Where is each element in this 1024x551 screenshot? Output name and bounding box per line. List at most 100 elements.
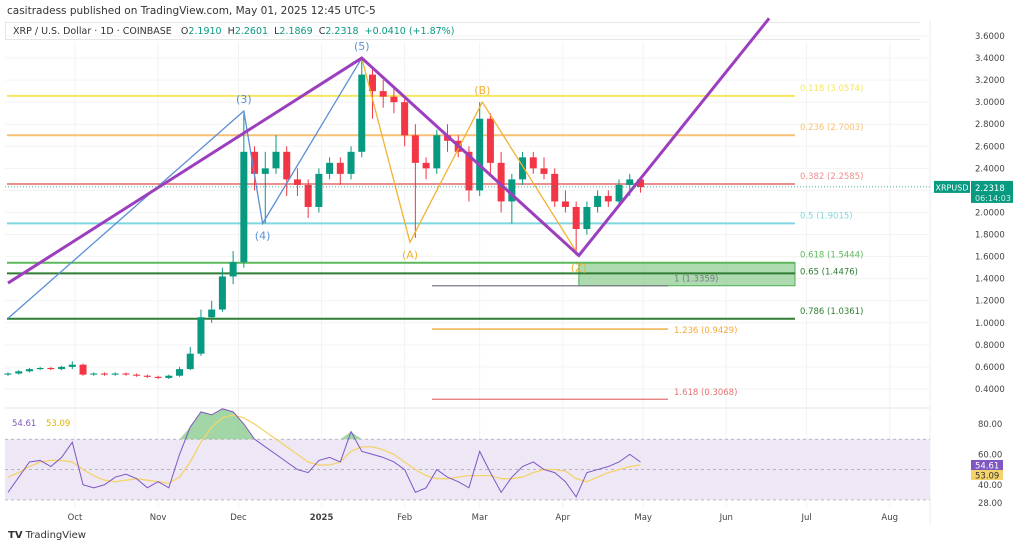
candle-body bbox=[261, 168, 269, 174]
candle-body bbox=[100, 373, 108, 375]
candle-body bbox=[283, 151, 291, 180]
time-tick-label: Jun bbox=[719, 513, 733, 523]
candle-body bbox=[15, 371, 23, 374]
rsi-value-label: 54.61 bbox=[12, 419, 36, 429]
price-tick-label: 2.8000 bbox=[975, 120, 1005, 130]
candle-body bbox=[594, 195, 602, 207]
price-tick-label: 3.4000 bbox=[975, 54, 1005, 64]
countdown-value: 06:14:03 bbox=[975, 194, 1011, 203]
open-label: O bbox=[180, 26, 189, 37]
candle-body bbox=[401, 102, 409, 136]
candle-body bbox=[229, 262, 237, 277]
candle-body bbox=[508, 179, 516, 202]
candle-body bbox=[368, 74, 376, 92]
time-tick-label: May bbox=[634, 513, 652, 523]
low-value: 2.1869 bbox=[279, 26, 313, 37]
rsi-ma-badge bbox=[971, 470, 1003, 480]
rsi-ma-line bbox=[7, 414, 641, 484]
purple-trend-path bbox=[7, 17, 771, 285]
price-tick-label: 0.4000 bbox=[975, 385, 1005, 395]
wave-label: (B) bbox=[474, 84, 490, 97]
time-tick-label: Jul bbox=[801, 513, 812, 523]
price-tick-label: 2.4000 bbox=[975, 164, 1005, 174]
fib-level-label: 0.236 (2.7003) bbox=[800, 123, 863, 133]
candle-body bbox=[626, 179, 634, 185]
tv-logo-icon: TV bbox=[8, 530, 23, 541]
candle-body bbox=[636, 179, 644, 188]
change-value: +0.0410 (+1.87%) bbox=[364, 26, 455, 37]
price-tick-label: 1.8000 bbox=[975, 231, 1005, 241]
symbol-legend: XRP / U.S. Dollar · 1D · COINBASE O2.191… bbox=[5, 22, 920, 40]
open-value: 2.1910 bbox=[188, 26, 222, 37]
time-tick-label: Dec bbox=[230, 513, 247, 523]
low-label: L bbox=[274, 26, 280, 37]
rsi-tick-label: 40.00 bbox=[978, 481, 1002, 491]
price-tick-label: 2.6000 bbox=[975, 142, 1005, 152]
time-tick-label: Aug bbox=[881, 513, 898, 523]
price-tick-label: 1.0000 bbox=[975, 319, 1005, 329]
time-tick-label: Oct bbox=[68, 513, 83, 523]
last-price-badge bbox=[971, 180, 1013, 203]
tradingview-logo[interactable]: TV TradingView bbox=[8, 530, 86, 541]
candle-body bbox=[293, 179, 301, 185]
candle-body bbox=[315, 173, 323, 207]
candle-body bbox=[240, 151, 248, 263]
fib-level-label: 0.118 (3.0574) bbox=[800, 84, 863, 94]
candle-body bbox=[197, 317, 205, 354]
orange-wave-line bbox=[361, 57, 580, 256]
candle-body bbox=[47, 368, 55, 370]
candle-body bbox=[519, 157, 527, 180]
fib-level-label: 0.65 (1.4476) bbox=[800, 267, 858, 277]
candle-body bbox=[433, 135, 441, 169]
candle-body bbox=[561, 201, 569, 207]
candle-body bbox=[36, 368, 44, 370]
rsi-tick-label: 60.00 bbox=[978, 450, 1002, 460]
wave-label: (Z) bbox=[571, 261, 587, 274]
price-tick-label: 3.0000 bbox=[975, 98, 1005, 108]
candle-body bbox=[615, 184, 623, 202]
candle-body bbox=[358, 74, 366, 152]
candle-body bbox=[208, 309, 216, 318]
candle-body bbox=[111, 373, 119, 375]
time-tick-label: Nov bbox=[150, 513, 167, 523]
wave-label: (5) bbox=[354, 40, 370, 53]
candle-body bbox=[186, 353, 194, 370]
fib-level-label: 0.382 (2.2585) bbox=[800, 172, 863, 182]
price-tick-label: 1.6000 bbox=[975, 253, 1005, 263]
candle-body bbox=[476, 118, 484, 191]
symbol-badge bbox=[934, 180, 970, 193]
candle-body bbox=[154, 376, 162, 378]
rsi-value-badge bbox=[971, 460, 1003, 470]
candle-body bbox=[390, 96, 398, 103]
blue-wave-line bbox=[7, 57, 363, 319]
last-price-value: 2.2318 bbox=[975, 184, 1005, 194]
rsi-ma-badge-text: 53.09 bbox=[975, 472, 999, 482]
candle-body bbox=[4, 373, 12, 375]
rsi-line bbox=[7, 408, 641, 498]
fib-extension-label: 1.618 (0.3068) bbox=[674, 388, 737, 398]
symbol-badge-text: XRPUSD bbox=[936, 183, 969, 192]
candle-body bbox=[379, 91, 387, 97]
rsi-tick-label: 28.00 bbox=[978, 499, 1002, 509]
candle-body bbox=[25, 369, 33, 372]
price-tick-label: 3.6000 bbox=[975, 32, 1005, 42]
candle-body bbox=[272, 151, 280, 169]
close-label: C bbox=[318, 26, 326, 37]
candle-body bbox=[90, 373, 98, 375]
candle-body bbox=[143, 375, 151, 377]
candle-body bbox=[304, 184, 312, 207]
candle-body bbox=[540, 168, 548, 174]
rsi-tick-label: 80.00 bbox=[978, 420, 1002, 430]
candle-body bbox=[176, 369, 184, 376]
candle-body bbox=[529, 157, 537, 169]
wave-label: (3) bbox=[236, 93, 252, 106]
candle-body bbox=[326, 162, 334, 174]
candle-body bbox=[572, 206, 580, 230]
wave-label: (A) bbox=[402, 248, 418, 261]
candle-body bbox=[486, 118, 494, 163]
symbol-title[interactable]: XRP / U.S. Dollar · 1D · COINBASE bbox=[13, 26, 172, 37]
price-tick-label: 3.2000 bbox=[975, 76, 1005, 86]
candle-body bbox=[411, 135, 419, 163]
candle-body bbox=[122, 373, 130, 375]
